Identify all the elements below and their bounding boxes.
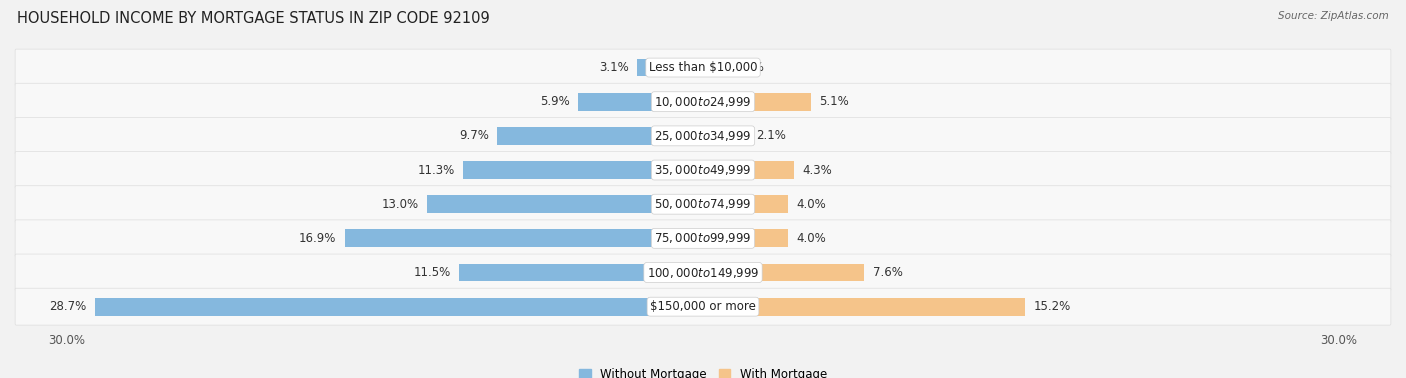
Text: 2.1%: 2.1% [756, 129, 786, 143]
Text: 7.6%: 7.6% [873, 266, 903, 279]
FancyBboxPatch shape [15, 220, 1391, 257]
Text: $75,000 to $99,999: $75,000 to $99,999 [654, 231, 752, 245]
Bar [703, 93, 811, 111]
Text: $35,000 to $49,999: $35,000 to $49,999 [654, 163, 752, 177]
Text: 9.7%: 9.7% [458, 129, 489, 143]
Bar [703, 59, 727, 76]
Bar [637, 59, 703, 76]
Text: Source: ZipAtlas.com: Source: ZipAtlas.com [1278, 11, 1389, 21]
Text: $25,000 to $34,999: $25,000 to $34,999 [654, 129, 752, 143]
Bar [578, 93, 703, 111]
FancyBboxPatch shape [15, 152, 1391, 189]
Text: 4.3%: 4.3% [803, 164, 832, 177]
FancyBboxPatch shape [15, 288, 1391, 325]
Bar [498, 127, 703, 145]
Bar [94, 298, 703, 316]
FancyBboxPatch shape [15, 118, 1391, 154]
FancyBboxPatch shape [15, 49, 1391, 86]
Bar [464, 161, 703, 179]
Bar [703, 127, 748, 145]
Text: $150,000 or more: $150,000 or more [650, 300, 756, 313]
Text: 13.0%: 13.0% [382, 198, 419, 211]
Text: 16.9%: 16.9% [299, 232, 336, 245]
Text: 4.0%: 4.0% [796, 198, 825, 211]
Text: Less than $10,000: Less than $10,000 [648, 61, 758, 74]
Bar [703, 229, 787, 247]
Bar [427, 195, 703, 213]
Text: HOUSEHOLD INCOME BY MORTGAGE STATUS IN ZIP CODE 92109: HOUSEHOLD INCOME BY MORTGAGE STATUS IN Z… [17, 11, 489, 26]
Bar [703, 298, 1025, 316]
Bar [460, 263, 703, 281]
Text: $10,000 to $24,999: $10,000 to $24,999 [654, 95, 752, 109]
Text: 3.1%: 3.1% [599, 61, 628, 74]
Text: 5.1%: 5.1% [820, 95, 849, 108]
Bar [703, 263, 865, 281]
Bar [344, 229, 703, 247]
Bar [703, 195, 787, 213]
FancyBboxPatch shape [15, 254, 1391, 291]
Legend: Without Mortgage, With Mortgage: Without Mortgage, With Mortgage [574, 363, 832, 378]
Text: 11.3%: 11.3% [418, 164, 456, 177]
Text: 4.0%: 4.0% [796, 232, 825, 245]
FancyBboxPatch shape [15, 186, 1391, 223]
Bar [703, 161, 794, 179]
Text: $50,000 to $74,999: $50,000 to $74,999 [654, 197, 752, 211]
Text: 28.7%: 28.7% [49, 300, 86, 313]
Text: 11.5%: 11.5% [413, 266, 451, 279]
Text: $100,000 to $149,999: $100,000 to $149,999 [647, 265, 759, 279]
Text: 1.1%: 1.1% [735, 61, 765, 74]
Text: 5.9%: 5.9% [540, 95, 569, 108]
FancyBboxPatch shape [15, 83, 1391, 120]
Text: 15.2%: 15.2% [1033, 300, 1071, 313]
